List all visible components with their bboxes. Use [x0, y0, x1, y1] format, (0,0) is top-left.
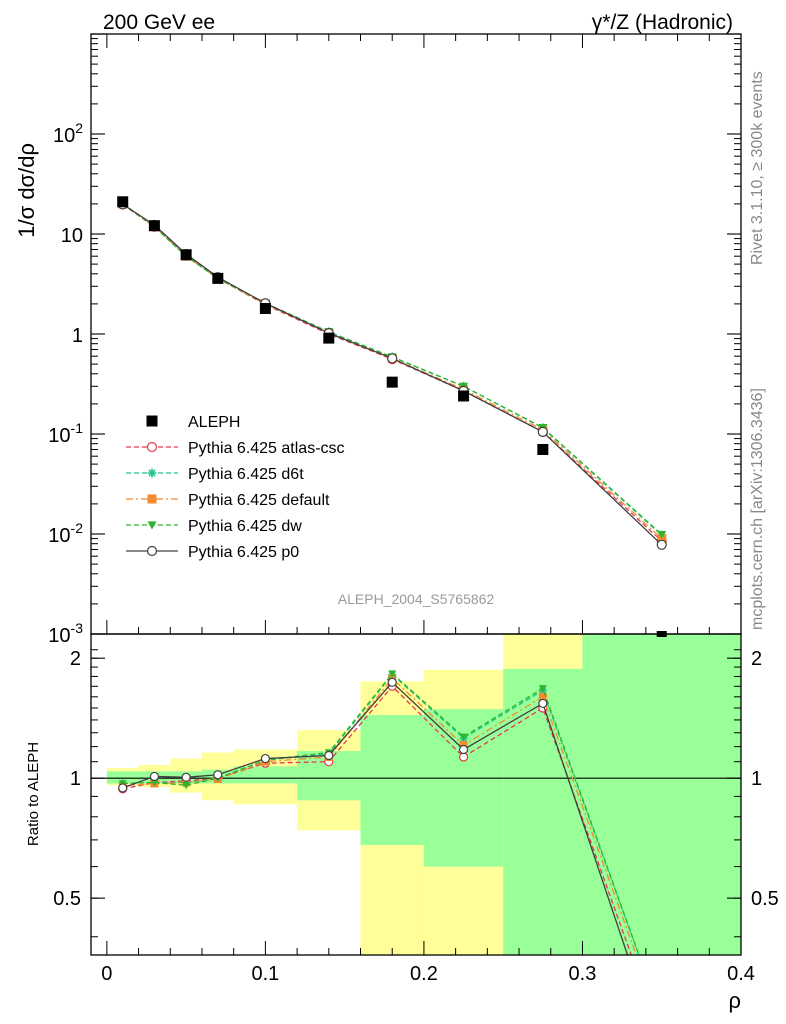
green-band-9 — [582, 634, 741, 955]
ratio-point-2-8 — [538, 692, 547, 701]
x-tick-label: 0.3 — [569, 963, 597, 985]
ratio-point-4-1 — [149, 771, 160, 782]
legend-label-4: Pythia 6.425 dw — [188, 518, 302, 535]
main-series-line-3 — [122, 203, 663, 540]
ratio-series-4 — [118, 677, 629, 955]
main-point-0-6 — [386, 376, 398, 388]
main-y-tick-label: 1 — [72, 325, 83, 347]
ratio-point-3-7 — [459, 733, 468, 741]
main-point-0-0 — [117, 196, 129, 208]
main-point-0-7 — [458, 390, 470, 402]
main-point-0-2 — [180, 249, 192, 261]
main-point-0-8 — [537, 443, 549, 455]
legend-label-2: Pythia 6.425 d6t — [188, 466, 304, 483]
x-tick-label: 0.1 — [251, 963, 279, 985]
main-series-4 — [118, 199, 667, 539]
x-tick-label: 0.2 — [410, 963, 438, 985]
green-band-8 — [503, 668, 583, 955]
ratio-y-tick-label-right: 2 — [751, 648, 762, 670]
ratio-point-4-4 — [260, 753, 270, 764]
main-series-line-4 — [122, 202, 663, 535]
main-point-0-4 — [259, 302, 271, 314]
ratio-series-line-3 — [122, 672, 640, 955]
legend-entry-0: ALEPH — [146, 414, 240, 431]
main-series-line-1 — [122, 204, 663, 542]
ratio-series-line-4 — [122, 681, 629, 955]
ratio-y-tick-label: 0.5 — [53, 888, 81, 910]
legend-entry-4: Pythia 6.425 dw — [126, 518, 302, 535]
yellow-band-low-7 — [423, 866, 504, 955]
legend-marker-5 — [146, 545, 158, 557]
header-right-label: γ*/Z (Hadronic) — [592, 11, 733, 34]
ratio-error-bands — [106, 634, 741, 955]
main-point-0-5 — [323, 332, 335, 344]
ratio-point-4-6 — [387, 677, 397, 687]
legend-marker-4 — [147, 521, 157, 530]
legend-label-1: Pythia 6.425 atlas-csc — [188, 440, 345, 457]
ratio-point-3-8 — [538, 685, 547, 693]
main-y-tick-label: 10-3 — [48, 620, 83, 647]
ratio-point-4-8 — [538, 698, 548, 709]
ratio-point-4-5 — [324, 750, 334, 761]
main-y-axis-label: 1/σ dσ/dρ — [14, 143, 39, 238]
main-point-0-3 — [212, 272, 224, 284]
ratio-y-tick-label-right: 1 — [751, 768, 762, 790]
analysis-watermark: ALEPH_2004_S5765862 — [338, 591, 495, 607]
main-y-tick-label: 10 — [61, 225, 83, 247]
main-series-2 — [118, 199, 667, 540]
main-series-line-5 — [122, 203, 663, 546]
ratio-point-3-1 — [150, 779, 159, 787]
ratio-y-tick-label: 2 — [70, 648, 81, 670]
rivet-version-label: Rivet 3.1.10, ≥ 300k events — [749, 71, 766, 265]
legend: ALEPH Pythia 6.425 atlas-csc Pythia 6.425 … — [126, 414, 345, 561]
green-band-0 — [106, 771, 139, 784]
ratio-point-4-3 — [213, 770, 223, 780]
header-left-label: 200 GeV ee — [103, 11, 215, 34]
main-point-4-9 — [657, 530, 667, 539]
x-tick-label: 0.4 — [727, 963, 755, 985]
main-y-tick-label: 10-2 — [48, 520, 83, 547]
legend-entry-5: Pythia 6.425 p0 — [126, 544, 299, 561]
legend-marker-2 — [147, 468, 157, 478]
legend-label-3: Pythia 6.425 default — [188, 492, 330, 509]
main-y-tick-label: 10-1 — [48, 420, 83, 447]
ratio-point-0-7 — [458, 752, 469, 762]
legend-entry-3: Pythia 6.425 default — [126, 492, 330, 509]
ratio-series-line-0 — [122, 685, 632, 955]
legend-marker-0 — [146, 415, 158, 427]
main-series-line-2 — [122, 203, 663, 536]
main-point-5-6 — [387, 353, 398, 364]
legend-label-0: ALEPH — [188, 414, 240, 431]
main-y-tick-label: 102 — [53, 120, 83, 147]
ratio-point-4-0 — [118, 783, 128, 793]
main-point-5-9 — [656, 539, 667, 550]
ratio-y-axis-label: Ratio to ALEPH — [25, 742, 42, 846]
legend-label-5: Pythia 6.425 p0 — [188, 544, 299, 561]
ratio-series-line-2 — [122, 677, 638, 955]
legend-marker-1 — [146, 441, 158, 453]
main-point-0-1 — [148, 220, 160, 232]
ratio-point-4-2 — [181, 772, 191, 782]
yellow-band-low-6 — [360, 844, 424, 955]
main-series-0 — [117, 196, 549, 455]
green-band-4 — [233, 766, 298, 784]
legend-entry-1: Pythia 6.425 atlas-csc — [126, 440, 345, 457]
ratio-y-tick-label-right: 0.5 — [751, 888, 779, 910]
mcplots-credit-label: mcplots.cern.ch [arXiv:1306.3436] — [749, 388, 766, 630]
ratio-y-tick-label: 1 — [70, 768, 81, 790]
ratio-frame — [90, 633, 742, 956]
legend-entry-2: Pythia 6.425 d6t — [126, 466, 304, 483]
ratio-point-4-7 — [458, 744, 469, 755]
x-tick-label: 0 — [101, 963, 112, 985]
main-point-5-8 — [537, 426, 548, 437]
ratio-point-3-2 — [182, 782, 191, 790]
ratio-point-3-6 — [388, 670, 397, 678]
x-axis-label: ρ — [728, 988, 741, 1013]
legend-marker-3 — [147, 494, 157, 504]
